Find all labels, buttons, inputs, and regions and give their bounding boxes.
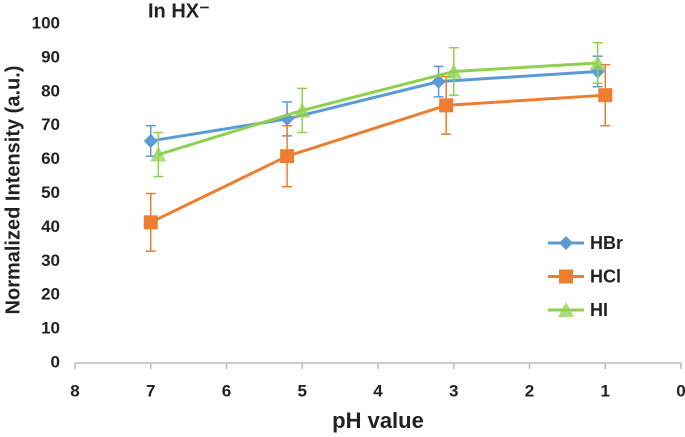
data-point [439,98,454,113]
y-tick-label: 10 [41,319,60,338]
data-point [445,63,462,79]
y-tick-label: 0 [51,352,60,371]
y-axis-label: Normalized Intensity (a.u.) [2,66,24,315]
chart-title: In HX⁻ [148,0,210,22]
y-tick-label: 80 [41,81,60,100]
data-point [589,54,606,70]
x-tick-label: 3 [449,381,458,400]
data-point [431,74,446,89]
x-tick-label: 6 [222,381,231,400]
data-point [294,102,311,118]
x-tick-label: 4 [373,381,383,400]
data-point [143,215,158,230]
data-point [150,146,167,162]
y-tick-label: 40 [41,217,60,236]
legend-marker [559,269,573,284]
series-line [150,69,598,143]
x-tick-label: 7 [146,381,155,400]
legend-label: HBr [590,233,623,253]
series-line [157,61,598,156]
x-tick-label: 1 [601,381,610,400]
y-tick-label: 20 [41,285,60,304]
legend-label: HCl [590,266,621,286]
y-tick-label: 60 [41,149,60,168]
y-tick-label: 100 [32,13,60,32]
legend-marker [559,236,573,250]
x-tick-label: 0 [676,381,685,400]
y-tick-label: 90 [41,47,60,66]
data-point [143,133,158,148]
y-tick-label: 50 [41,183,60,202]
legend-label: HI [590,300,608,320]
x-tick-label: 5 [298,381,307,400]
x-axis-label: pH value [332,408,424,433]
data-point [598,88,613,103]
y-tick-label: 30 [41,251,60,270]
series-line [150,93,606,224]
legend-marker [558,302,574,317]
y-tick-label: 70 [41,115,60,134]
data-point [280,149,295,164]
x-tick-label: 8 [70,381,79,400]
x-tick-label: 2 [525,381,534,400]
